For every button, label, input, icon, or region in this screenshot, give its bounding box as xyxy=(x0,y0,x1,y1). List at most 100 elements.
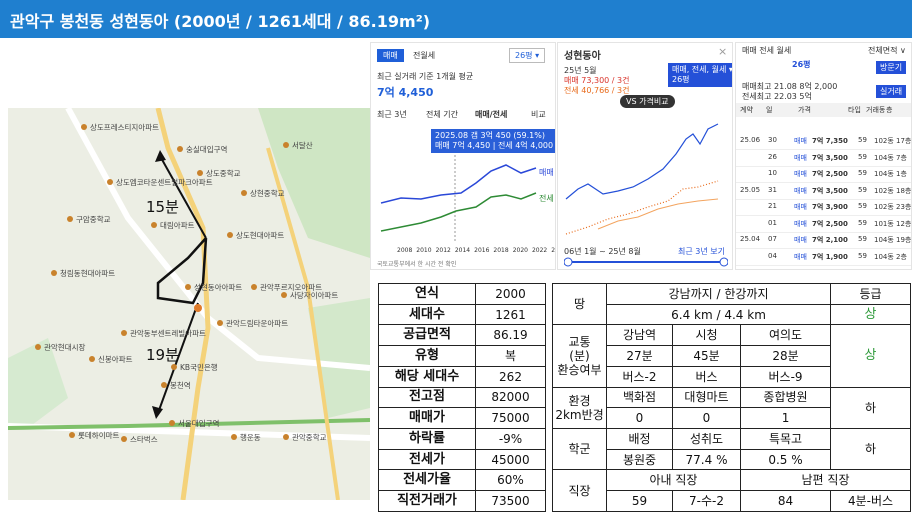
deal-row: 25.06 30 매매 7억 7,350 59 102동 17층 xyxy=(736,133,912,150)
map-label: 상현중학교 xyxy=(250,188,285,198)
road xyxy=(65,108,370,371)
map-label: 청림동현대아파트 xyxy=(60,268,115,278)
cell: 교통 (분) 환승여부 xyxy=(552,324,607,388)
marker xyxy=(194,304,202,312)
chart-graphic xyxy=(565,123,719,235)
poi-dot xyxy=(171,364,177,370)
deal-cell: 59 xyxy=(858,251,867,260)
deal-panel: 매매 전세 월세 전체면적 ∨ 26평 방문기 매매최고 21.08 8억 2,… xyxy=(735,42,912,270)
poi-dot xyxy=(151,222,157,228)
deal-cell: 17층 xyxy=(896,137,912,145)
tab[interactable]: 매매 xyxy=(377,49,404,62)
jeonse-high: 전세최고 22.03 5억 xyxy=(742,92,812,101)
table-body: 땅 강남까지 / 한강까지 등급 6.4 km / 4.4 km 상 교통 (분) 환… xyxy=(552,282,912,512)
poi-dot xyxy=(281,292,287,298)
header-cell: 층 xyxy=(886,106,893,114)
period-tab[interactable]: 전체 기간 xyxy=(426,110,458,119)
poi-dot xyxy=(121,436,127,442)
sale-line xyxy=(380,164,537,204)
filter-type[interactable]: 매매, 전세, 월세 ▾ xyxy=(672,65,733,74)
year: 2020 xyxy=(512,247,528,254)
basic-table: 연식 2000 세대수 1261 공급면적 86.19 유형 복 해당 세대수 262 전고점 820… xyxy=(378,283,546,512)
label-cell: 매매가 xyxy=(378,407,476,430)
slider-handle[interactable] xyxy=(719,257,728,267)
poi-dot xyxy=(121,330,127,336)
label-cell: 전세가율 xyxy=(378,469,476,492)
poi-dot xyxy=(169,420,175,426)
slider[interactable] xyxy=(564,257,728,267)
sale-high: 매매최고 21.08 8억 2,000 xyxy=(742,82,838,91)
close[interactable]: × xyxy=(718,45,728,58)
period-tab[interactable]: 비교 xyxy=(531,110,546,119)
tabs[interactable]: 매매 전세 월세 xyxy=(742,46,792,55)
map-label: 서울대입구역 xyxy=(178,418,219,428)
deal-cell: 102동 xyxy=(874,186,894,195)
row: 학군 배정 성취도 특목고 하 xyxy=(552,428,912,471)
row: 유형 복 xyxy=(378,345,546,367)
year: 2016 xyxy=(474,247,490,254)
period-tab[interactable]: 최근 3년 xyxy=(377,110,407,119)
cell: 땅 xyxy=(552,282,607,326)
header-cell: 가격 xyxy=(798,106,811,114)
deal-cell: 매매 xyxy=(794,137,807,145)
deal-cell: 101동 xyxy=(874,219,894,228)
visit-button[interactable]: 방문기 xyxy=(876,61,907,74)
filter-size[interactable]: 26평 xyxy=(672,75,690,84)
value-cell: 262 xyxy=(475,365,546,388)
value-cell: 복 xyxy=(475,345,546,367)
jeonse: 전세 40,766 / 3건 xyxy=(564,86,630,95)
deal-cell: 매매 xyxy=(794,153,807,162)
deal-cell: 19층 xyxy=(896,236,912,244)
cell: 7-수-2 xyxy=(672,490,741,512)
poi-dot xyxy=(185,284,191,290)
poi-dot xyxy=(81,124,87,130)
poi-dot xyxy=(227,232,233,238)
row: 교통 (분) 환승여부 강남역 시청 여의도 상 xyxy=(552,324,912,388)
header-cell: 거래동 xyxy=(866,106,886,114)
area-select[interactable]: 전체면적 ∨ xyxy=(868,46,906,55)
recent[interactable]: 최근 3년 보기 xyxy=(678,247,725,256)
title-bar xyxy=(0,0,912,38)
year: 2008 xyxy=(397,247,413,254)
tab[interactable]: 전월세 xyxy=(413,51,436,60)
cell: 특목고 xyxy=(739,428,832,450)
deal-cell: 7억 3,900 xyxy=(812,203,848,211)
year-axis: 200820102012201420162018202020222024 xyxy=(397,247,556,254)
cell: 하 xyxy=(830,386,912,430)
header-cell: 타입 xyxy=(848,106,861,114)
poi-dot xyxy=(51,270,57,276)
deal-cell: 104동 xyxy=(874,170,894,178)
row: 해당 세대수 262 xyxy=(378,365,546,388)
deal-cell: 매매 xyxy=(794,170,807,178)
slider-handle[interactable] xyxy=(564,257,573,267)
arrow xyxy=(152,406,163,419)
header-cell: 계약 xyxy=(740,106,753,114)
row: 매매가 75000 xyxy=(378,407,546,430)
row: 땅 강남까지 / 한강까지 등급 xyxy=(552,282,912,326)
route xyxy=(159,155,207,239)
cell: 0 xyxy=(672,407,741,430)
row: 전세가율 60% xyxy=(378,469,546,492)
year: 2024 xyxy=(551,247,556,254)
header-cell: 일 xyxy=(766,106,773,114)
deal-cell: 104동 xyxy=(874,236,894,244)
value-cell: 60% xyxy=(475,469,546,492)
row: 59 7-수-2 84 4분-버스 xyxy=(553,490,912,512)
compare[interactable]: VS 가격비교 xyxy=(620,95,675,108)
row: 연식 2000 xyxy=(378,283,546,305)
year: 2010 xyxy=(416,247,432,254)
filter[interactable]: 매매, 전세, 월세 ▾ 26평 xyxy=(668,63,733,87)
size-select[interactable]: 26평 ▾ xyxy=(509,48,546,63)
size[interactable]: 26평 xyxy=(792,60,811,69)
value-cell: 1261 xyxy=(475,303,546,326)
label-cell: 공급면적 xyxy=(378,324,476,347)
range: 06년 1월 ~ 25년 8월 xyxy=(564,247,641,256)
deal-button[interactable]: 실거래 xyxy=(876,85,907,98)
price: 7억 4,450 xyxy=(377,86,434,99)
deal-cell: 7억 2,500 xyxy=(812,219,848,228)
park xyxy=(8,338,68,428)
period-tab[interactable]: 매매/전세 xyxy=(475,110,508,119)
row: 공급면적 86.19 xyxy=(378,324,546,347)
